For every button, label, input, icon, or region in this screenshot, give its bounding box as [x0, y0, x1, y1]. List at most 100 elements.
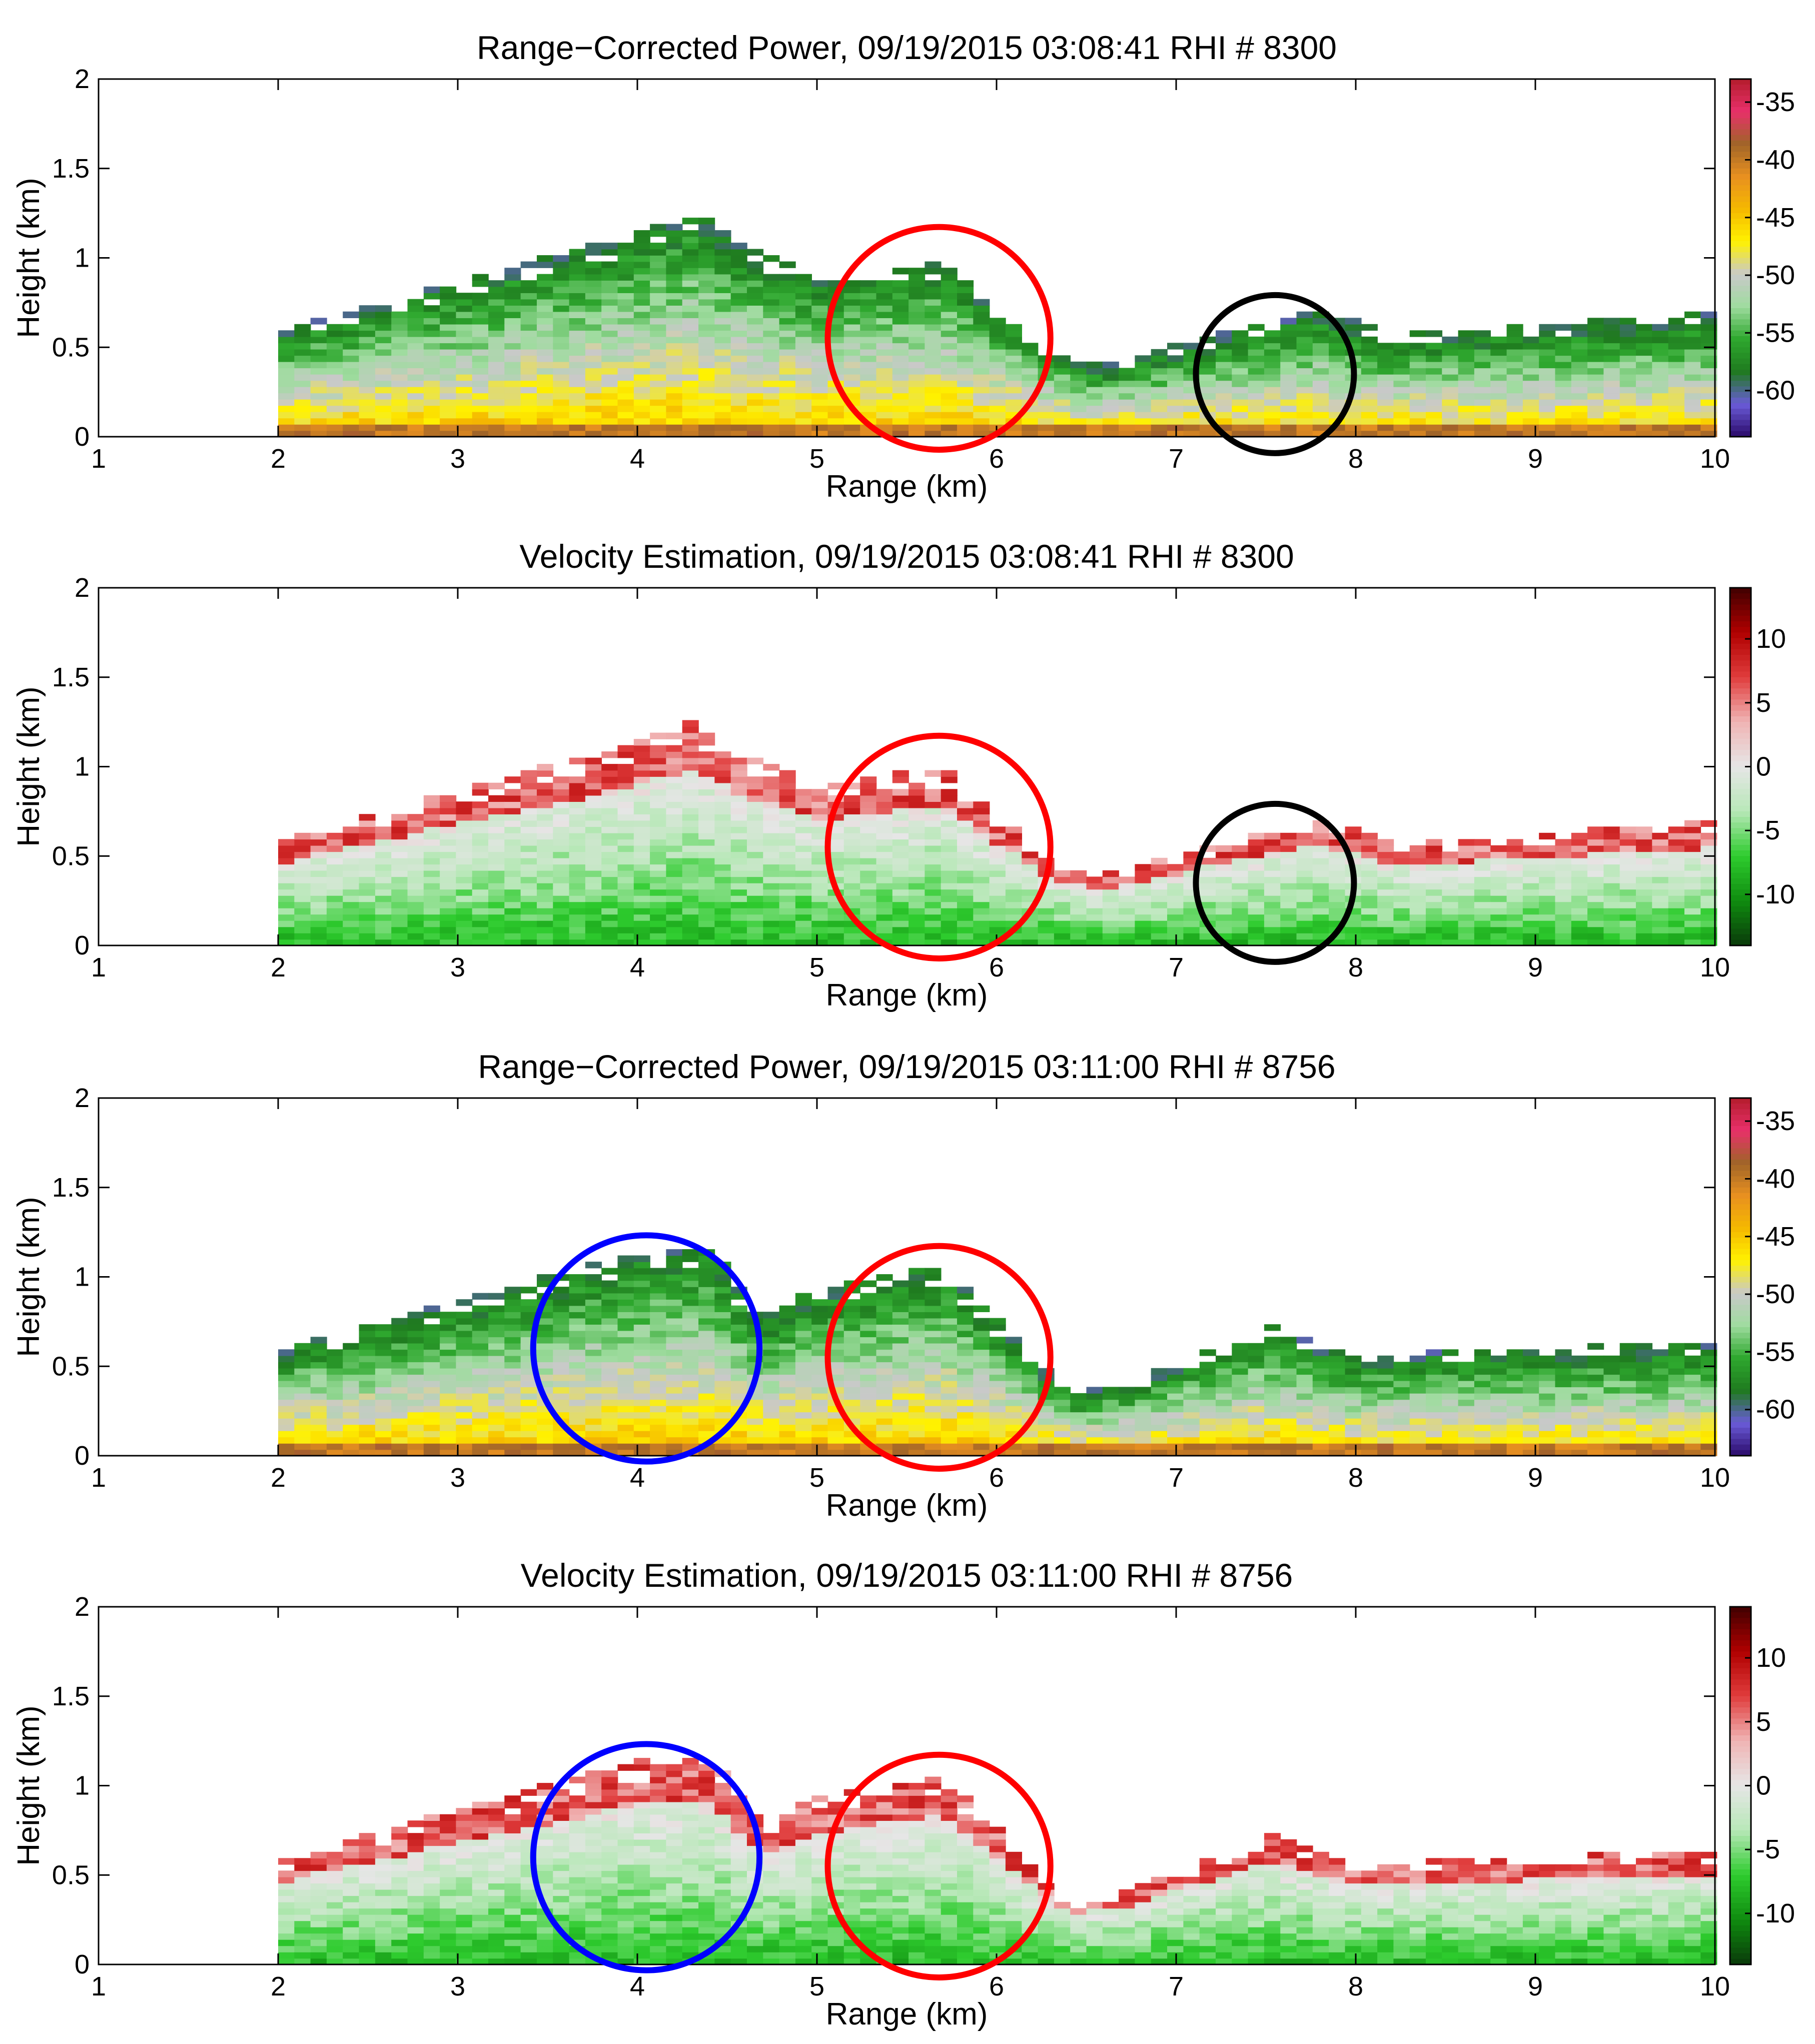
heatmap-cell: [779, 801, 796, 808]
heatmap-cell: [892, 914, 909, 921]
heatmap-cell: [957, 424, 974, 431]
heatmap-cell: [795, 876, 812, 883]
heatmap-cell: [553, 1387, 570, 1394]
heatmap-cell: [617, 807, 634, 814]
heatmap-cell: [343, 368, 360, 375]
heatmap-cell: [359, 845, 376, 852]
heatmap-cell: [779, 380, 796, 387]
heatmap-cell: [1312, 926, 1329, 933]
heatmap-cell: [1022, 355, 1039, 362]
heatmap-cell: [1684, 343, 1701, 350]
heatmap-cell: [601, 280, 618, 287]
heatmap-cell: [779, 876, 796, 883]
heatmap-cell: [843, 1437, 860, 1444]
heatmap-cell: [892, 826, 909, 833]
x-tick-label: 5: [809, 952, 824, 982]
heatmap-cell: [601, 1399, 618, 1406]
heatmap-cell: [1054, 361, 1071, 369]
heatmap-cell: [1054, 882, 1071, 890]
colorbar-swatch: [1730, 655, 1751, 661]
heatmap-cell: [585, 1262, 602, 1269]
heatmap-cell: [1280, 380, 1297, 387]
heatmap-cell: [1522, 907, 1539, 915]
heatmap-cell: [1070, 361, 1087, 369]
heatmap-cell: [1555, 845, 1572, 852]
heatmap-cell: [488, 1412, 505, 1419]
heatmap-cell: [1571, 876, 1588, 883]
heatmap-cell: [456, 399, 473, 406]
heatmap-cell: [1636, 399, 1653, 406]
heatmap-cell: [617, 1255, 634, 1262]
heatmap-cell: [811, 430, 828, 437]
heatmap-cell: [617, 926, 634, 933]
heatmap-cell: [537, 914, 554, 921]
y-tick-label: 1.5: [52, 154, 90, 184]
heatmap-cell: [1232, 933, 1249, 940]
heatmap-cell: [375, 1449, 392, 1456]
heatmap-cell: [795, 330, 812, 337]
heatmap-cell: [504, 412, 521, 419]
heatmap-cell: [375, 1405, 392, 1413]
heatmap-cell: [666, 914, 683, 921]
heatmap-cell: [892, 926, 909, 933]
heatmap-cell: [1361, 851, 1378, 858]
colorbar-swatch: [1730, 800, 1751, 806]
heatmap-cell: [488, 1424, 505, 1431]
heatmap-cell: [553, 870, 570, 877]
heatmap-cell: [488, 393, 505, 400]
heatmap-cell: [682, 1337, 699, 1344]
heatmap-cell: [504, 1337, 521, 1344]
heatmap-cell: [585, 1374, 602, 1381]
heatmap-cell: [1022, 933, 1039, 940]
heatmap-cell: [585, 318, 602, 325]
heatmap-cell: [504, 907, 521, 915]
heatmap-cell: [617, 870, 634, 877]
heatmap-cell: [537, 1368, 554, 1375]
heatmap-cell: [1636, 330, 1653, 337]
heatmap-cell: [1393, 907, 1410, 915]
heatmap-cell: [860, 330, 877, 337]
heatmap-cell: [407, 1399, 424, 1406]
heatmap-cell: [650, 801, 667, 808]
heatmap-cell: [633, 857, 650, 865]
heatmap-cell: [537, 939, 554, 946]
heatmap-cell: [537, 832, 554, 840]
heatmap-cell: [763, 424, 780, 431]
heatmap-cell: [1587, 349, 1604, 356]
heatmap-cell: [650, 1387, 667, 1394]
heatmap-cell: [714, 380, 731, 387]
x-tick-label: 8: [1348, 444, 1363, 474]
heatmap-cell: [1700, 907, 1717, 915]
heatmap-cell: [633, 1443, 650, 1450]
heatmap-cell: [456, 1368, 473, 1375]
heatmap-cell: [472, 907, 489, 915]
heatmap-cell: [1248, 349, 1265, 356]
heatmap-cell: [278, 368, 295, 375]
heatmap-cell: [827, 412, 844, 419]
heatmap-cell: [811, 393, 828, 400]
heatmap-cell: [1555, 939, 1572, 946]
heatmap-cell: [1506, 870, 1523, 877]
heatmap-cell: [747, 814, 764, 821]
heatmap-cell: [1377, 380, 1394, 387]
heatmap-cell: [650, 1293, 667, 1300]
heatmap-cell: [1458, 336, 1475, 344]
heatmap-cell: [1199, 889, 1216, 896]
heatmap-cell: [1652, 361, 1669, 369]
heatmap-cell: [553, 939, 570, 946]
heatmap-cell: [456, 1393, 473, 1400]
heatmap-cell: [585, 814, 602, 821]
heatmap-cell: [730, 280, 747, 287]
heatmap-cell: [747, 1399, 764, 1406]
heatmap-cell: [294, 901, 311, 908]
heatmap-cell: [714, 330, 731, 337]
heatmap-cell: [682, 1362, 699, 1369]
heatmap-cell: [1248, 832, 1265, 840]
heatmap-cell: [375, 1337, 392, 1344]
heatmap-cell: [843, 1343, 860, 1350]
heatmap-cell: [650, 380, 667, 387]
heatmap-cell: [569, 1393, 586, 1400]
heatmap-cell: [1571, 412, 1588, 419]
heatmap-cell: [1555, 418, 1572, 425]
heatmap-cell: [1555, 393, 1572, 400]
